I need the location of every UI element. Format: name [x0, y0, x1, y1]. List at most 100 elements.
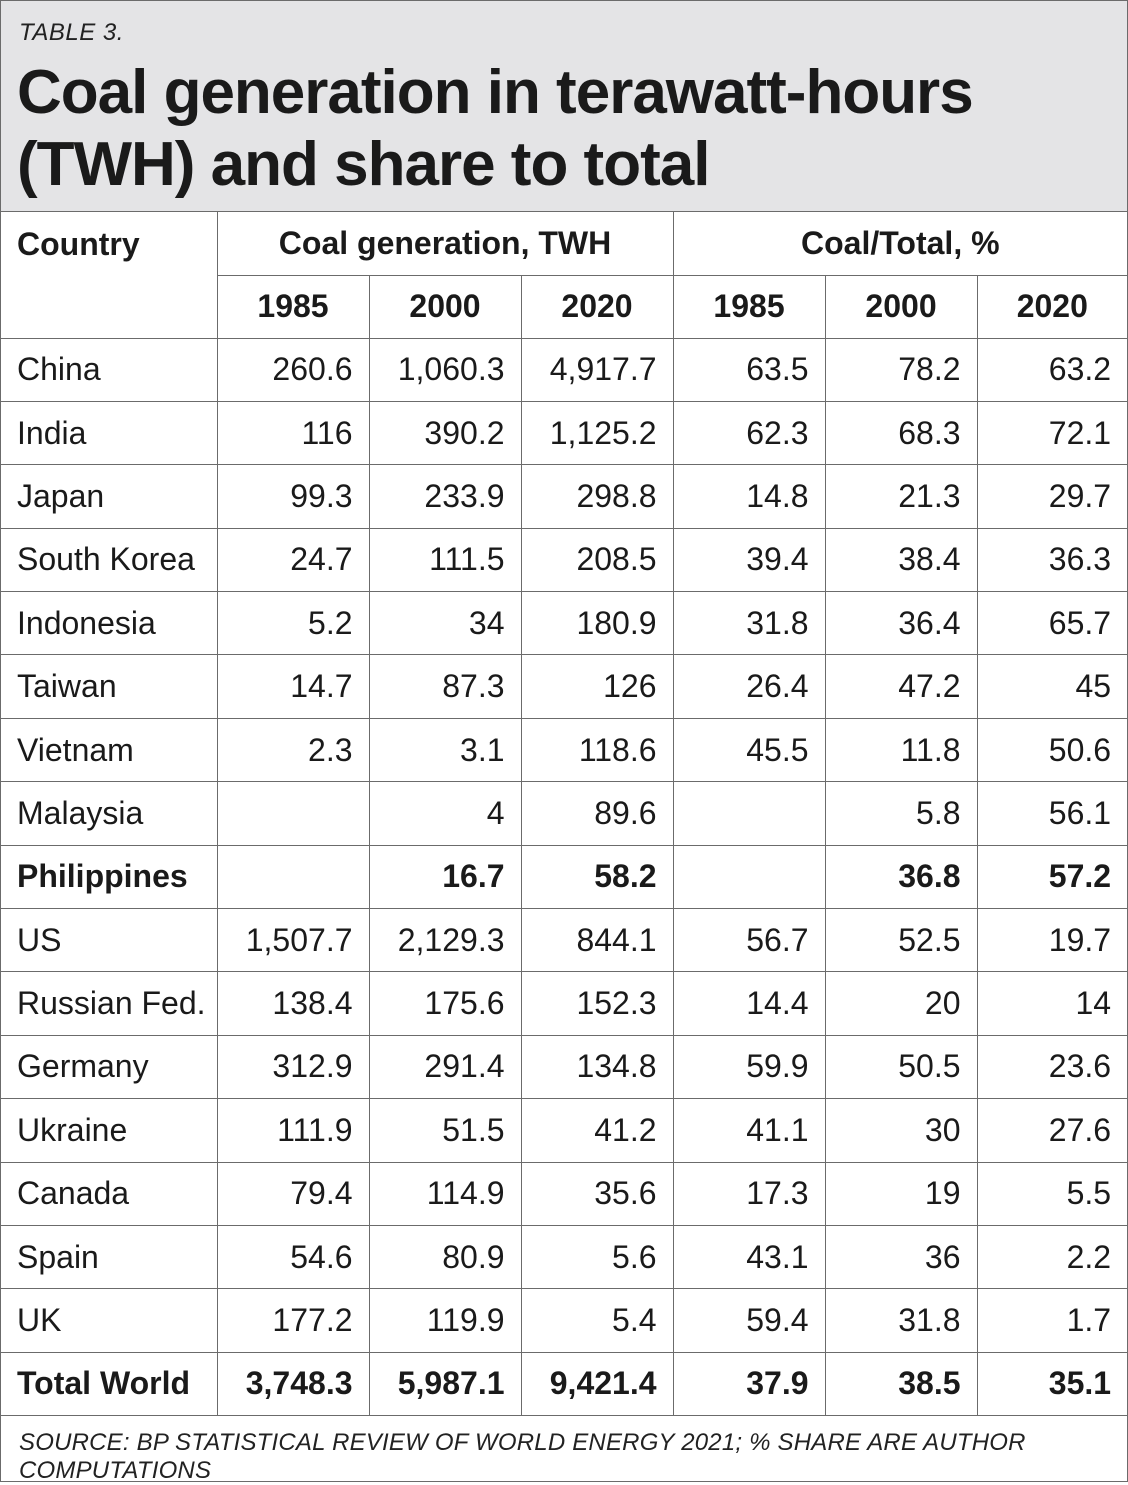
table-row: UK 177.2 119.9 5.4 59.4 31.8 1.7: [1, 1288, 1128, 1353]
coal-share-cell: 57.2: [977, 845, 1128, 910]
table-row: Malaysia 4 89.6 5.8 56.1: [1, 781, 1128, 846]
country-cell: Vietnam: [1, 718, 218, 783]
coal-generation-cell: 844.1: [521, 908, 674, 973]
group-header-coal-share: Coal/Total, %: [673, 212, 1128, 276]
coal-share-cell: 63.2: [977, 338, 1128, 402]
coal-share-cell: 59.4: [673, 1288, 826, 1353]
coal-share-cell: 14.8: [673, 464, 826, 529]
country-cell: Japan: [1, 464, 218, 529]
table-kicker: TABLE 3.: [19, 19, 124, 46]
coal-share-cell: 50.6: [977, 718, 1128, 783]
country-cell: India: [1, 401, 218, 466]
year-header: 2000: [825, 275, 978, 339]
coal-share-cell: [673, 781, 826, 846]
country-cell: Canada: [1, 1162, 218, 1226]
country-cell: UK: [1, 1288, 218, 1353]
coal-generation-cell: 175.6: [369, 971, 522, 1036]
coal-share-cell: 14: [977, 971, 1128, 1036]
coal-share-cell: 56.1: [977, 781, 1128, 846]
table-header: TABLE 3. Coal generation in terawatt-hou…: [1, 1, 1127, 212]
coal-generation-cell: 51.5: [369, 1098, 522, 1163]
coal-generation-cell: 35.6: [521, 1162, 674, 1226]
coal-share-cell: 36.3: [977, 528, 1128, 593]
coal-generation-cell: 114.9: [369, 1162, 522, 1226]
coal-share-cell: 78.2: [825, 338, 978, 402]
coal-generation-cell: 87.3: [369, 654, 522, 719]
year-header: 1985: [673, 275, 826, 339]
coal-generation-cell: 5.4: [521, 1288, 674, 1353]
year-header: 2020: [977, 275, 1128, 339]
country-cell: Malaysia: [1, 781, 218, 846]
coal-share-cell: 39.4: [673, 528, 826, 593]
table-row: South Korea 24.7 111.5 208.5 39.4 38.4 36.3: [1, 528, 1128, 593]
coal-generation-cell: 80.9: [369, 1225, 522, 1290]
coal-share-cell: 50.5: [825, 1035, 978, 1100]
coal-generation-cell: 5,987.1: [369, 1352, 522, 1417]
coal-generation-cell: 79.4: [217, 1162, 370, 1226]
year-header: 1985: [217, 275, 370, 339]
year-header-row: 1985 2000 2020 1985 2000 2020: [1, 275, 1128, 339]
coal-share-cell: 36.4: [825, 591, 978, 656]
coal-share-cell: 52.5: [825, 908, 978, 973]
coal-generation-cell: 3,748.3: [217, 1352, 370, 1417]
country-cell: Germany: [1, 1035, 218, 1100]
coal-share-cell: 45: [977, 654, 1128, 719]
coal-share-cell: 38.5: [825, 1352, 978, 1417]
coal-share-cell: 5.8: [825, 781, 978, 846]
coal-generation-cell: 390.2: [369, 401, 522, 466]
coal-generation-cell: 4,917.7: [521, 338, 674, 402]
group-header-row: Country Coal generation, TWH Coal/Total,…: [1, 212, 1128, 339]
coal-generation-cell: 5.6: [521, 1225, 674, 1290]
group-header-coal-generation: Coal generation, TWH: [217, 212, 674, 276]
coal-share-cell: 35.1: [977, 1352, 1128, 1417]
coal-generation-cell: 34: [369, 591, 522, 656]
table-row: Vietnam 2.3 3.1 118.6 45.5 11.8 50.6: [1, 718, 1128, 783]
country-cell: Philippines: [1, 845, 218, 910]
coal-share-cell: 30: [825, 1098, 978, 1163]
table-title: Coal generation in terawatt-hours (TWH) …: [17, 58, 974, 199]
table-row: Japan 99.3 233.9 298.8 14.8 21.3 29.7: [1, 464, 1128, 529]
coal-generation-cell: [217, 845, 370, 910]
coal-generation-cell: 24.7: [217, 528, 370, 593]
country-cell: South Korea: [1, 528, 218, 593]
coal-share-cell: 72.1: [977, 401, 1128, 466]
coal-generation-cell: 1,060.3: [369, 338, 522, 402]
coal-generation-cell: 291.4: [369, 1035, 522, 1100]
coal-share-cell: 43.1: [673, 1225, 826, 1290]
coal-share-cell: 23.6: [977, 1035, 1128, 1100]
coal-share-cell: 65.7: [977, 591, 1128, 656]
table-row: Philippines 16.7 58.2 36.8 57.2: [1, 845, 1128, 910]
coal-share-cell: 11.8: [825, 718, 978, 783]
year-header: 2020: [521, 275, 674, 339]
coal-share-cell: 20: [825, 971, 978, 1036]
coal-generation-cell: 208.5: [521, 528, 674, 593]
country-cell: Ukraine: [1, 1098, 218, 1163]
country-column-header: Country: [1, 212, 218, 339]
coal-generation-cell: 180.9: [521, 591, 674, 656]
coal-share-cell: 68.3: [825, 401, 978, 466]
coal-share-cell: 45.5: [673, 718, 826, 783]
data-table: Country Coal generation, TWH Coal/Total,…: [1, 212, 1128, 1417]
table-body: China 260.6 1,060.3 4,917.7 63.5 78.2 63.2 Indi…: [1, 338, 1128, 1417]
coal-share-cell: 19: [825, 1162, 978, 1226]
coal-generation-cell: 134.8: [521, 1035, 674, 1100]
coal-generation-cell: 118.6: [521, 718, 674, 783]
coal-share-cell: 47.2: [825, 654, 978, 719]
coal-share-cell: 36.8: [825, 845, 978, 910]
coal-generation-cell: 3.1: [369, 718, 522, 783]
coal-generation-cell: 260.6: [217, 338, 370, 402]
coal-generation-cell: 111.5: [369, 528, 522, 593]
coal-generation-cell: 126: [521, 654, 674, 719]
coal-generation-cell: 119.9: [369, 1288, 522, 1353]
table-row: Taiwan 14.7 87.3 126 26.4 47.2 45: [1, 654, 1128, 719]
coal-share-cell: 63.5: [673, 338, 826, 402]
coal-share-cell: 62.3: [673, 401, 826, 466]
coal-generation-cell: 312.9: [217, 1035, 370, 1100]
coal-share-cell: 31.8: [825, 1288, 978, 1353]
coal-generation-cell: 14.7: [217, 654, 370, 719]
coal-share-cell: 38.4: [825, 528, 978, 593]
country-cell: Indonesia: [1, 591, 218, 656]
coal-share-cell: 29.7: [977, 464, 1128, 529]
coal-share-cell: 2.2: [977, 1225, 1128, 1290]
